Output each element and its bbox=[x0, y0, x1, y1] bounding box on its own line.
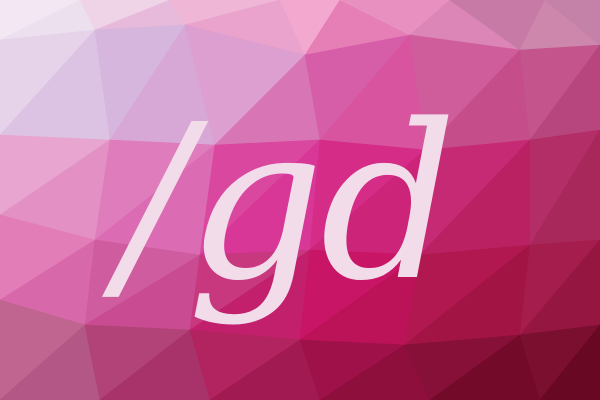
banner: /gd bbox=[0, 0, 600, 400]
logo-text: /gd bbox=[118, 79, 457, 328]
low-poly-background bbox=[0, 0, 600, 400]
